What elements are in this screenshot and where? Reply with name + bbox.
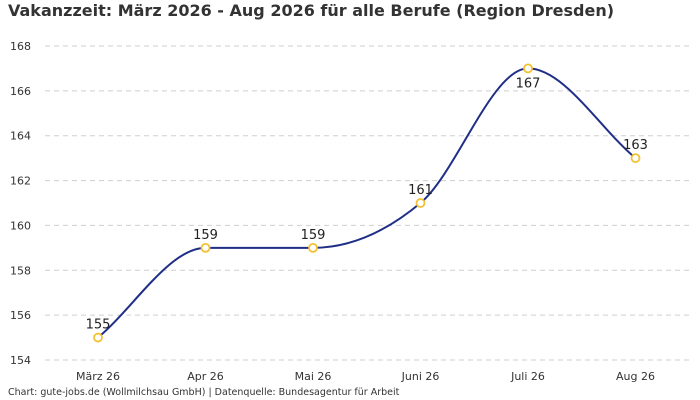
data-label: 159 [193,228,218,243]
data-label: 163 [623,138,648,153]
data-labels: 155 159 159 161 167 163 [86,76,648,332]
y-tick-label: 156 [10,309,31,322]
data-point [308,242,318,253]
data-points [93,63,641,343]
y-tick-label: 164 [10,130,31,143]
chart-source: Chart: gute-jobs.de (Wollmilchsau GmbH) … [8,387,400,398]
series-line-layer [97,67,637,339]
x-tick-label: Aug 26 [616,370,655,383]
y-tick-label: 160 [10,219,31,232]
data-label: 155 [86,318,111,333]
y-tick-label: 154 [10,354,31,367]
data-point [93,332,103,343]
chart-title: Vakanzzeit: März 2026 - Aug 2026 für all… [8,1,615,20]
data-point [630,153,641,164]
data-label: 167 [516,76,541,91]
x-tick-label: Apr 26 [187,370,224,383]
series-line [97,67,637,339]
data-point [415,198,426,208]
x-axis-ticks: März 26 Apr 26 Mai 26 Juni 26 Juli 26 Aug 26 [76,370,655,383]
x-tick-label: März 26 [76,370,120,383]
y-axis-ticks: 154 156 158 160 162 164 166 168 [10,40,31,367]
y-tick-label: 166 [10,85,31,98]
grid-lines [45,45,690,361]
y-tick-label: 168 [10,40,31,53]
x-tick-label: Juni 26 [401,370,440,383]
y-tick-label: 158 [10,264,31,277]
x-tick-label: Juli 26 [510,370,545,383]
data-point [523,63,533,74]
data-point [200,242,211,253]
y-tick-label: 162 [10,175,31,188]
data-label: 161 [408,183,433,198]
data-label: 159 [301,228,326,243]
x-tick-label: Mai 26 [295,370,332,383]
